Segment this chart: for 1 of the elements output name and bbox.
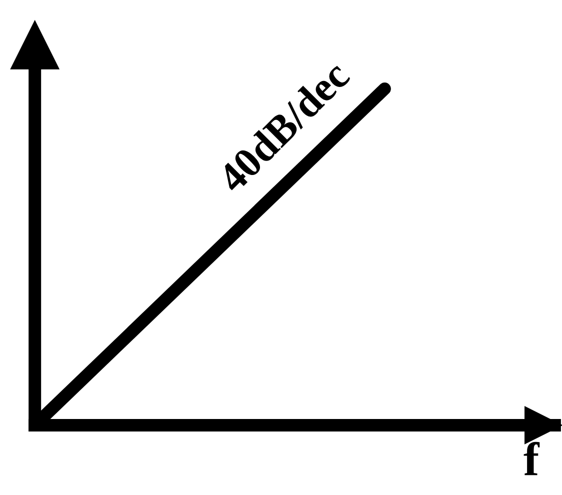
x-axis-title: f: [524, 442, 540, 476]
